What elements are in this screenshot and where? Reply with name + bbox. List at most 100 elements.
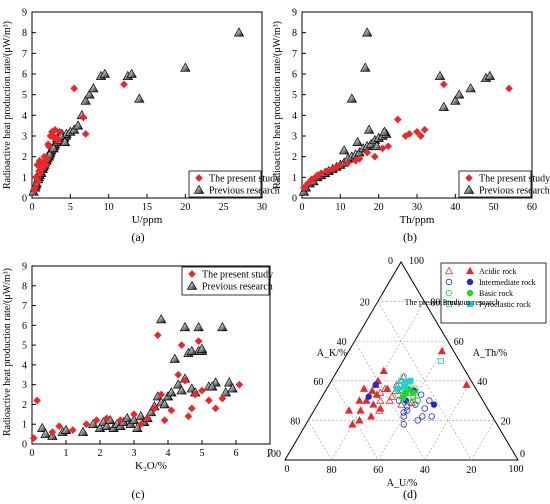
ternary-point-acidic-rock — [387, 392, 397, 400]
y-tick-label: 3 — [292, 132, 297, 143]
ternary-point-acidic-rock — [369, 400, 378, 408]
y-tick-label: 9 — [22, 8, 27, 19]
previous-research-point — [180, 62, 191, 72]
present-study-point — [393, 115, 402, 124]
x-axis-label: U/ppm — [132, 214, 163, 226]
ternary-point-acidic-rock — [385, 396, 394, 404]
x-tick-label: 30 — [412, 202, 422, 213]
bottom-tick-label: 40 — [420, 465, 430, 476]
previous-research-point — [80, 95, 91, 105]
x-axis-label: Th/ppm — [400, 214, 435, 226]
present-study-point — [33, 396, 42, 405]
present-study-point — [384, 142, 393, 151]
present-study-point — [420, 125, 429, 134]
previous-research-point — [438, 101, 450, 111]
previous-research-point — [145, 407, 157, 417]
plot-frame — [31, 265, 271, 445]
previous-research-point — [169, 353, 181, 363]
present-study-point — [68, 426, 77, 435]
present-study-point — [38, 165, 46, 174]
y-tick-label: 3 — [22, 132, 27, 143]
ternary-point-intermediate-rock — [417, 391, 425, 398]
previous-research-point — [126, 68, 137, 78]
present-study-point — [136, 420, 145, 429]
y-tick-label: 5 — [22, 341, 27, 352]
y-tick-label: 6 — [292, 70, 297, 81]
ternary-point-acidic-rock — [376, 396, 385, 404]
present-study-point — [50, 134, 59, 143]
present-study-point — [313, 171, 322, 180]
present-study-point — [120, 80, 128, 89]
previous-research-point — [434, 70, 446, 80]
legend-column-previous: Previous research — [443, 298, 500, 307]
ternary-point-acidic-rock — [376, 388, 385, 396]
x-tick-label: 30 — [257, 202, 267, 213]
legend-column-present: The present study — [405, 298, 462, 307]
present-study-point — [218, 394, 227, 403]
legend-present-marker — [195, 174, 203, 182]
x-tick-label: 4 — [166, 448, 171, 459]
previous-research-point — [155, 314, 167, 324]
ternary-point-acidic-rock — [462, 380, 471, 388]
y-tick-label: 7 — [292, 49, 297, 60]
ternary-point-acidic-rock — [367, 412, 376, 420]
panel-label-b: (b) — [403, 230, 417, 244]
previous-research-point — [77, 426, 89, 436]
y-axis-label: Radioactive heat production rate/(μW/m³) — [2, 21, 13, 189]
axis-title-ath: A_Th/% — [473, 348, 507, 359]
y-tick-label: 0 — [292, 194, 297, 205]
present-study-point — [336, 160, 345, 169]
y-tick-label: 4 — [22, 111, 27, 122]
legend-previous-marker — [193, 184, 205, 194]
corner-label: 100 — [509, 464, 524, 475]
y-tick-label: 3 — [22, 380, 27, 391]
present-study-point — [102, 414, 111, 423]
ternary-point-basic-rock — [414, 397, 421, 404]
present-study-point — [167, 406, 176, 415]
grid-line — [331, 301, 425, 461]
ternary-point-intermediate-rock — [414, 417, 421, 424]
present-study-point — [355, 154, 364, 163]
ternary-point-pyroclastic-rock — [437, 357, 444, 364]
ternary-point-acidic-rock — [376, 404, 385, 412]
ternary-point-intermediate-rock — [419, 413, 426, 420]
grid-line — [424, 380, 472, 461]
present-study-point — [150, 404, 159, 413]
present-study-point — [505, 84, 513, 93]
x-tick-label: 2 — [98, 448, 103, 459]
present-study-point — [204, 396, 213, 405]
corner-label: 0 — [388, 256, 393, 267]
ternary-point-acidic-rock — [368, 386, 377, 394]
x-tick-label: 15 — [142, 202, 152, 213]
previous-research-point — [361, 27, 373, 37]
previous-research-point — [193, 322, 204, 332]
ternary-point-intermediate-rock — [430, 401, 438, 408]
ternary-point-basic-rock — [409, 397, 417, 404]
present-study-point — [34, 177, 43, 186]
y-tick-label: 1 — [22, 173, 27, 184]
x-axis-label: K₂O/% — [135, 460, 167, 472]
legend-present-marker — [465, 174, 473, 182]
y-tick-label: 9 — [22, 262, 27, 273]
y-tick-label: 6 — [22, 70, 27, 81]
legend-previous-label: Previous research — [479, 186, 550, 197]
grid-line — [307, 420, 332, 461]
x-tick-label: 0 — [300, 202, 305, 213]
previous-research-point — [132, 422, 143, 432]
present-study-point — [344, 158, 352, 167]
y-tick-label: 6 — [22, 321, 27, 332]
bottom-tick-label: 20 — [466, 465, 476, 476]
corner-label: 0 — [520, 449, 525, 460]
previous-research-point — [40, 428, 51, 438]
present-study-point — [370, 152, 379, 161]
legend-box — [188, 170, 262, 198]
ternary-point-pyroclastic-rock — [400, 373, 407, 380]
legend-previous-marker — [466, 289, 474, 297]
previous-research-point — [134, 93, 145, 103]
previous-research-point — [363, 124, 375, 134]
ternary-panel: 0 100 100 0 0 100 20 80 80 40 60 60 60 40 40 80 20 20 A_K/… — [266, 256, 547, 489]
previous-research-point — [59, 136, 71, 146]
x-tick-label: 6 — [234, 448, 239, 459]
